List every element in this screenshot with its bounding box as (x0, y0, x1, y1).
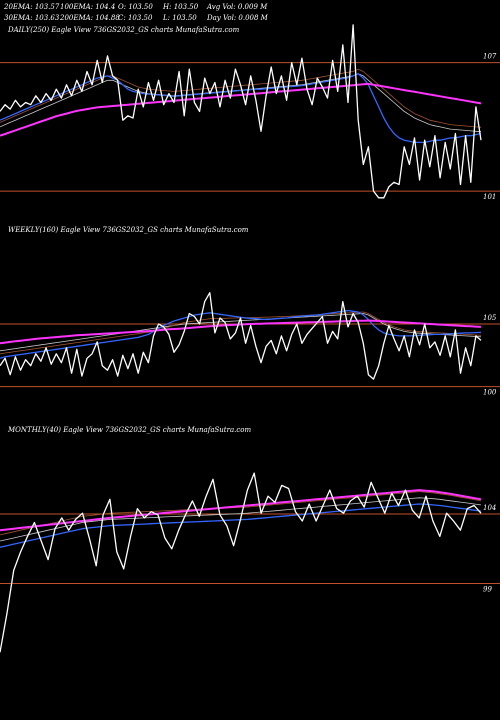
weekly-panel: 105 100 (0, 292, 500, 397)
monthly-ema-slow-line (0, 489, 482, 532)
daily-y-tick-label: 107 (483, 53, 497, 61)
monthly-y-tick-label: 104 (483, 504, 496, 512)
monthly-y-tick-label: 99 (483, 586, 492, 594)
monthly-price-line (0, 472, 482, 653)
header-ema200: 200EMA: 104.88 (60, 14, 120, 22)
weekly-ema-slow-line (0, 319, 482, 345)
header-low: L: 103.50 (163, 14, 197, 22)
header-day-vol: Day Vol: 0.008 M (207, 14, 268, 22)
daily-panel: 107 101 (0, 24, 500, 201)
weekly-panel-label: WEEKLY(160) Eagle View 736GS2032_GS char… (8, 226, 249, 234)
daily-price-line (0, 24, 482, 199)
weekly-price-line (0, 292, 482, 380)
monthly-panel-label: MONTHLY(40) Eagle View 736GS2032_GS char… (8, 426, 252, 434)
monthly-ema-brown-line (0, 491, 482, 536)
daily-ema-fast-line (0, 73, 482, 144)
daily-ema-slow-line (0, 82, 482, 137)
weekly-y-tick-label: 105 (483, 314, 497, 322)
header-high: H: 103.50 (163, 3, 199, 11)
daily-ema-mid-line (0, 73, 482, 133)
monthly-panel: 104 99 (0, 472, 500, 653)
header-avg-vol: Avg Vol: 0.009 M (207, 3, 268, 11)
header-ema100: 100EMA: 104.4 (60, 3, 116, 11)
header-ema30: 30EMA: 103.63 (4, 14, 60, 22)
header-close: C: 103.50 (118, 14, 153, 22)
daily-ema-brown-line (0, 68, 482, 128)
daily-panel-label: DAILY(250) Eagle View 736GS2032_GS chart… (8, 26, 240, 34)
header-open: O: 103.50 (118, 3, 153, 11)
daily-y-tick-label: 101 (483, 193, 496, 201)
weekly-ema-fast-line (0, 309, 482, 359)
weekly-y-tick-label: 100 (483, 389, 497, 397)
header-ema20: 20EMA: 103.57 (4, 3, 60, 11)
